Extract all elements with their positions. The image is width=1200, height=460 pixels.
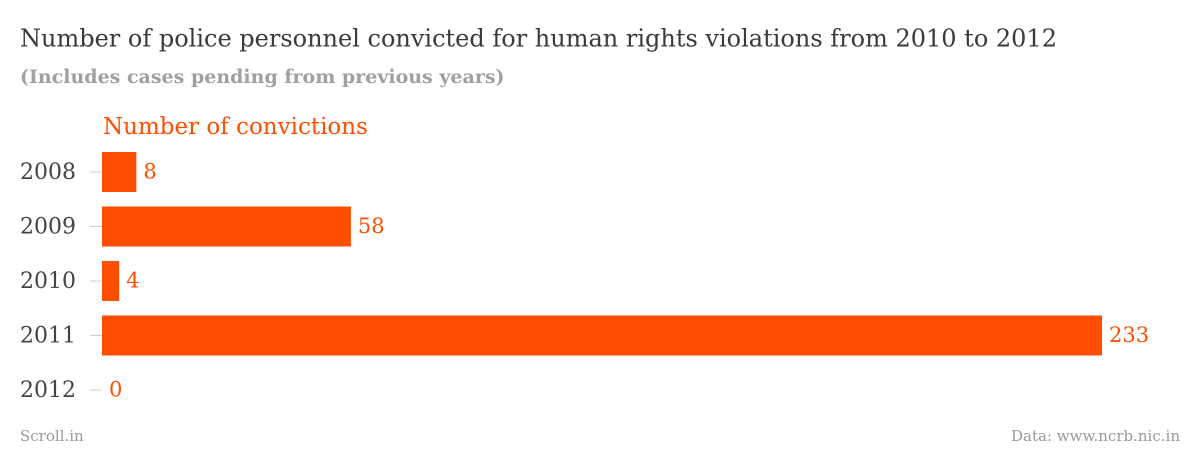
bar	[102, 206, 351, 247]
series-label: Number of convictions	[103, 114, 368, 140]
y-tick-label: 2010	[20, 269, 76, 294]
source-left: Scroll.in	[20, 427, 84, 445]
value-label: 0	[109, 378, 122, 402]
bar	[102, 315, 1102, 356]
y-tick-label: 2012	[20, 378, 76, 403]
y-tick-label: 2008	[20, 160, 76, 185]
bar	[102, 152, 137, 192]
chart-title: Number of police personnel convicted for…	[20, 25, 1057, 53]
value-label: 58	[358, 214, 385, 238]
y-tick-label: 2011	[20, 324, 76, 349]
chart-subtitle: (Includes cases pending from previous ye…	[20, 66, 505, 88]
value-label: 233	[1109, 323, 1149, 347]
value-label: 8	[143, 160, 156, 184]
bar	[102, 261, 120, 301]
value-label: 4	[126, 269, 139, 293]
source-right: Data: www.ncrb.nic.in	[1011, 427, 1180, 445]
y-tick-label: 2009	[20, 215, 76, 240]
